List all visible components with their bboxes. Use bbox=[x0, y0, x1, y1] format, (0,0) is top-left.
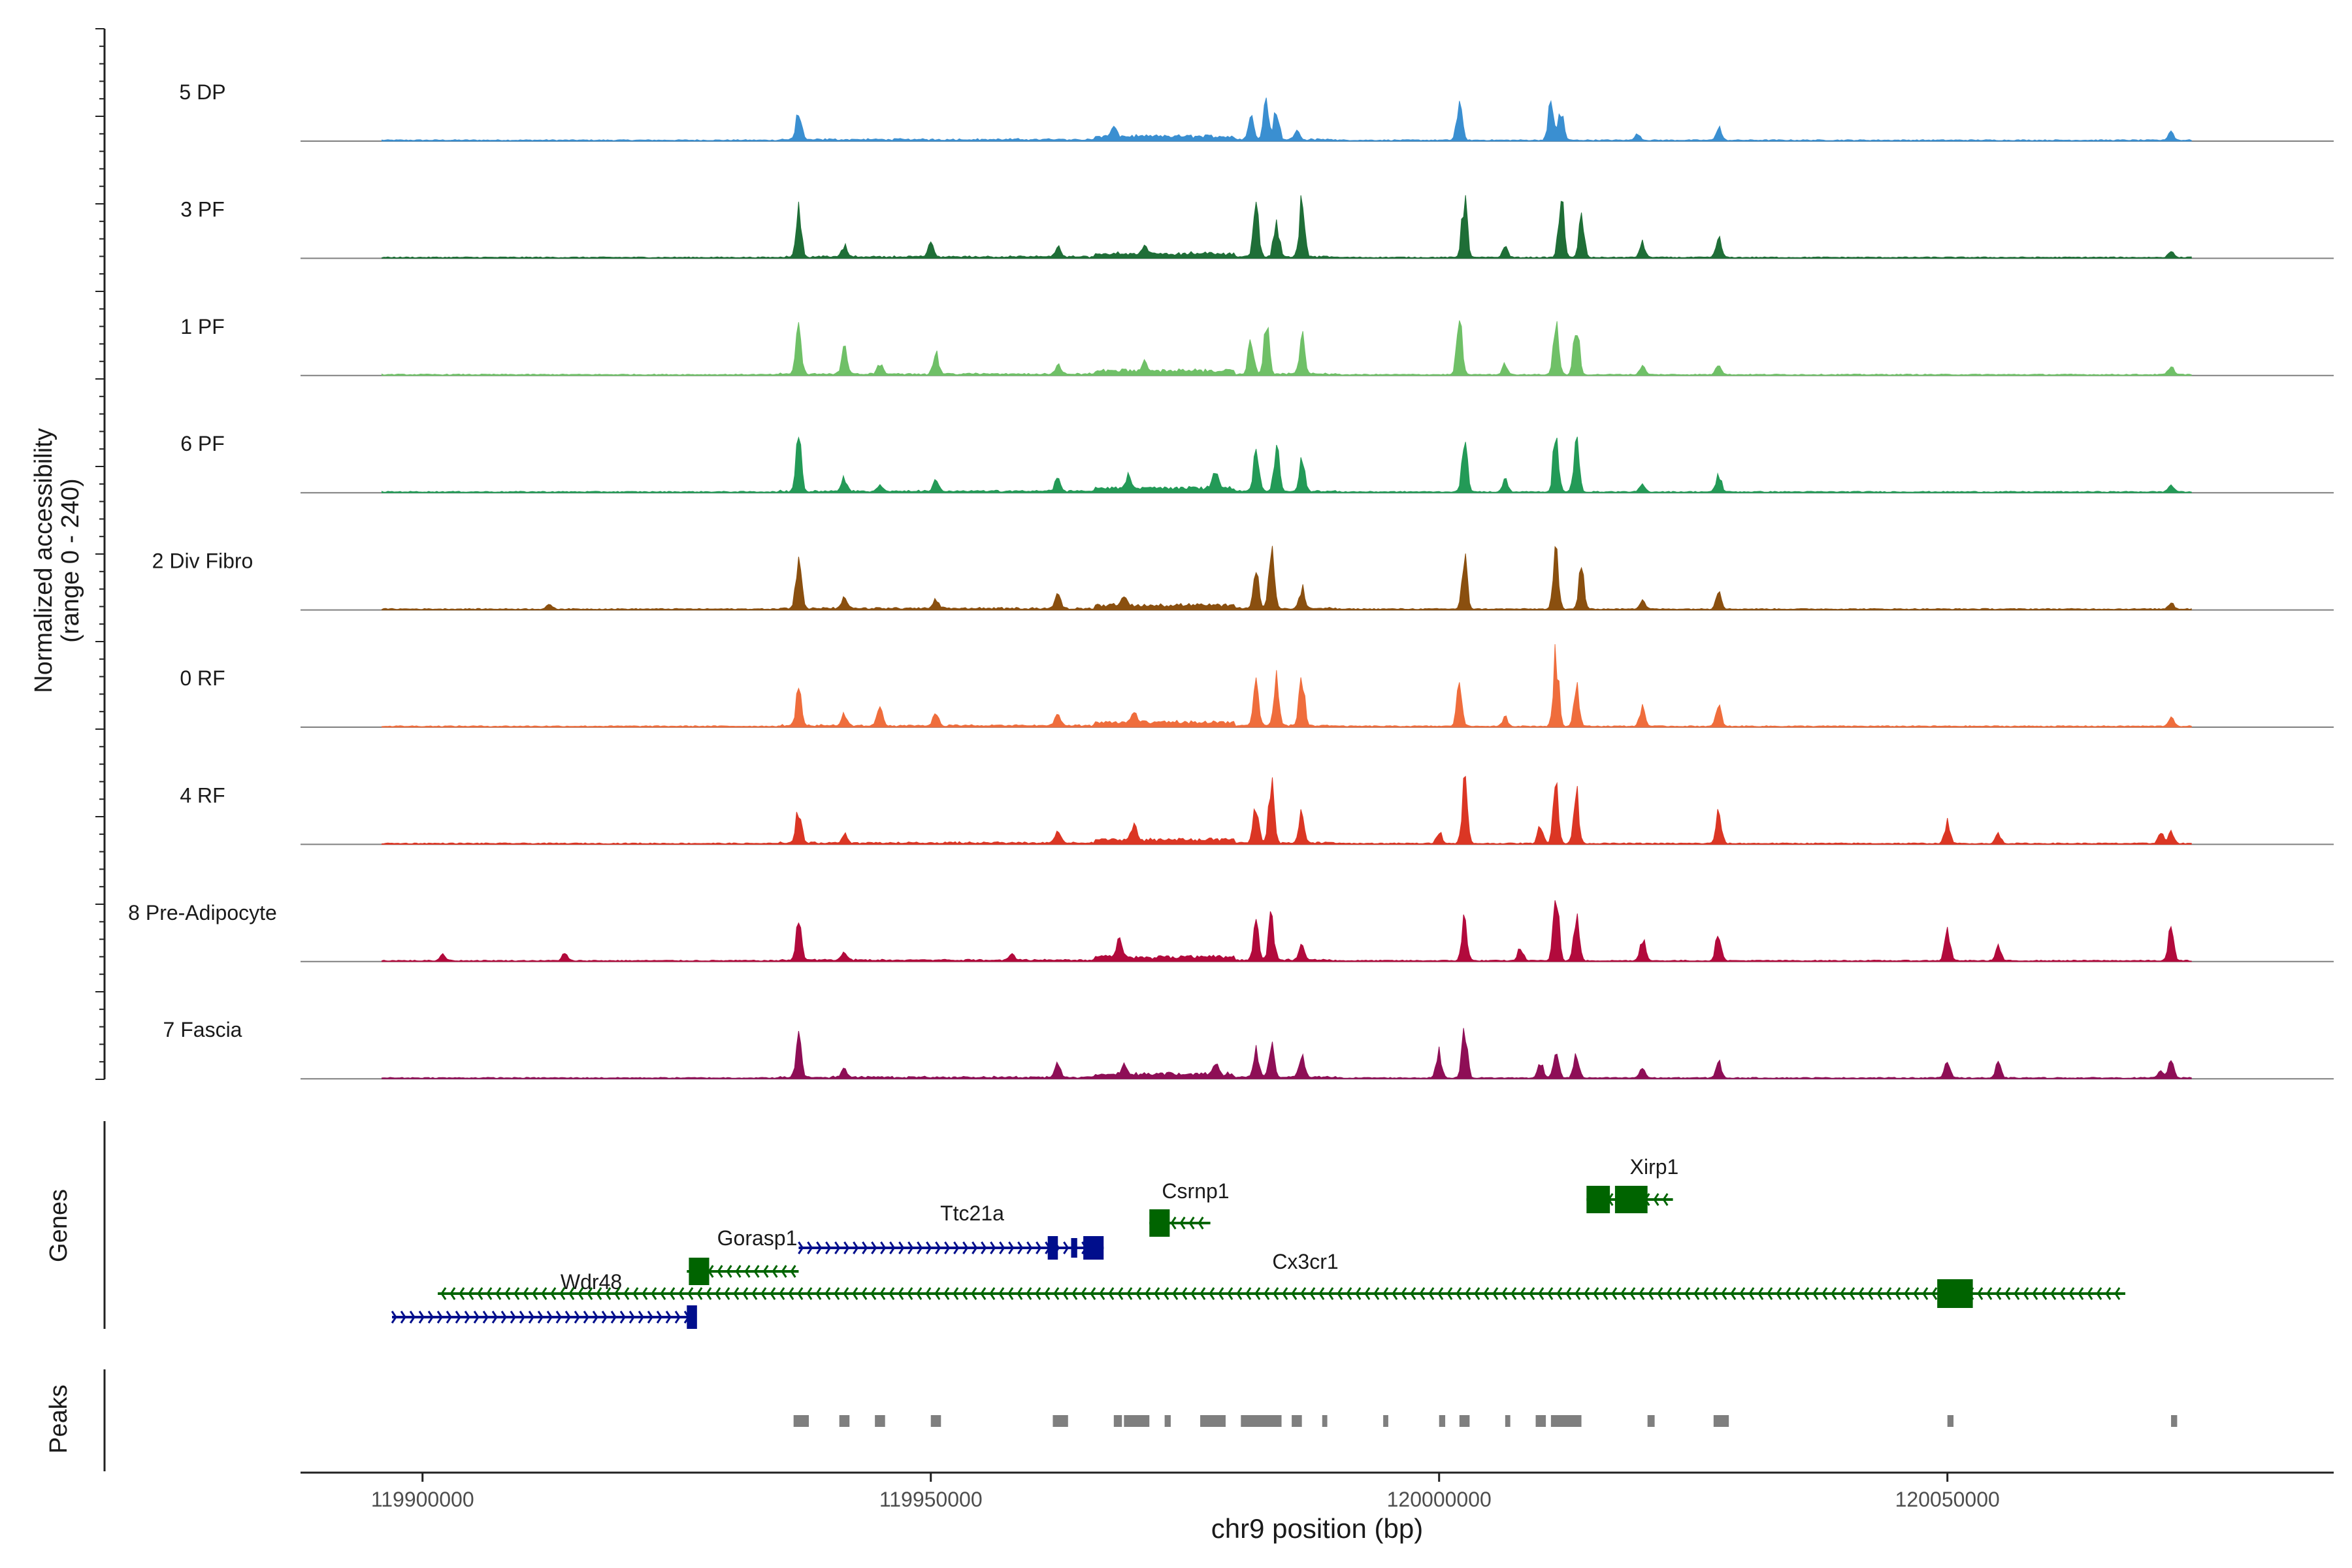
x-tick-label: 120050000 bbox=[1895, 1488, 2000, 1511]
coverage-area bbox=[382, 320, 2192, 376]
coverage-area bbox=[382, 195, 2192, 259]
peak-region bbox=[1292, 1415, 1302, 1427]
coverage-area bbox=[382, 97, 2192, 142]
track-label: 7 Fascia bbox=[163, 1018, 242, 1041]
y-axis-title: Normalized accessibility bbox=[30, 428, 57, 693]
track-label: 1 PF bbox=[180, 315, 225, 338]
coverage-track: 1 PF bbox=[180, 315, 2334, 376]
peaks-panel-label: Peaks bbox=[45, 1384, 73, 1454]
coverage-area bbox=[382, 436, 2192, 493]
gene-exon bbox=[1071, 1238, 1077, 1258]
gene-label: Xirp1 bbox=[1630, 1155, 1679, 1179]
gene-strand-chevrons bbox=[798, 1241, 1097, 1254]
gene-exon bbox=[1586, 1186, 1610, 1213]
gene-exon bbox=[1083, 1236, 1104, 1260]
x-tick-label: 119900000 bbox=[371, 1488, 474, 1511]
peak-region bbox=[2171, 1415, 2178, 1427]
track-label: 0 RF bbox=[180, 666, 225, 690]
gene-csrnp1: Csrnp1 bbox=[1149, 1179, 1230, 1237]
peak-region bbox=[1322, 1415, 1328, 1427]
gene-exon bbox=[1937, 1279, 1973, 1308]
gene-cx3cr1: Cx3cr1 bbox=[438, 1250, 2126, 1308]
peak-region bbox=[1113, 1415, 1122, 1427]
coverage-track: 7 Fascia bbox=[163, 1018, 2334, 1080]
track-label: 3 PF bbox=[180, 197, 225, 221]
peak-region bbox=[1164, 1415, 1171, 1427]
genes-panel-label: Genes bbox=[45, 1189, 73, 1262]
genes-panel: Genes Wdr48 Cx3cr1 Gorasp1 Ttc21a Csrnp1 Xirp… bbox=[45, 1155, 2126, 1329]
gene-label: Cx3cr1 bbox=[1272, 1250, 1338, 1273]
peak-region bbox=[1439, 1415, 1446, 1427]
x-tick-label: 120000000 bbox=[1387, 1488, 1492, 1511]
track-label: 8 Pre-Adipocyte bbox=[128, 901, 277, 924]
coverage-track: 4 RF bbox=[180, 776, 2334, 845]
peak-region bbox=[1947, 1415, 1954, 1427]
y-axis-range: (range 0 - 240) bbox=[57, 478, 84, 642]
track-label: 4 RF bbox=[180, 783, 225, 807]
coverage-area bbox=[382, 1028, 2192, 1079]
coverage-area bbox=[382, 900, 2192, 962]
peak-region bbox=[1505, 1415, 1511, 1427]
x-tick-label: 119950000 bbox=[879, 1488, 983, 1511]
peak-region bbox=[1200, 1415, 1226, 1427]
peak-region bbox=[1647, 1415, 1655, 1427]
coverage-track: 5 DP bbox=[179, 80, 2334, 142]
gene-xirp1: Xirp1 bbox=[1586, 1155, 1678, 1213]
x-axis: chr9 position (bp) 119900000 119950000 120… bbox=[301, 1471, 2334, 1544]
coverage-track: 2 Div Fibro bbox=[152, 546, 2334, 611]
gene-label: Csrnp1 bbox=[1162, 1179, 1229, 1203]
coverage-track: 0 RF bbox=[180, 644, 2334, 728]
track-label: 2 Div Fibro bbox=[152, 549, 253, 573]
coverage-track: 3 PF bbox=[180, 195, 2334, 259]
coverage-area bbox=[382, 776, 2192, 845]
gene-exon bbox=[1614, 1186, 1648, 1213]
gene-gorasp1: Gorasp1 bbox=[687, 1226, 799, 1285]
peak-region bbox=[930, 1415, 941, 1427]
gene-strand-chevrons bbox=[440, 1287, 2121, 1300]
peak-region bbox=[1713, 1415, 1729, 1427]
peak-region bbox=[1459, 1415, 1470, 1427]
track-label: 5 DP bbox=[179, 80, 225, 104]
x-axis-title: chr9 position (bp) bbox=[1211, 1513, 1424, 1544]
gene-strand-chevrons bbox=[391, 1311, 690, 1324]
gene-exon bbox=[689, 1258, 710, 1285]
peak-region bbox=[1053, 1415, 1068, 1427]
track-label: 6 PF bbox=[180, 432, 225, 455]
coverage-area bbox=[382, 644, 2192, 728]
peak-region bbox=[793, 1415, 809, 1427]
peak-region bbox=[1535, 1415, 1546, 1427]
peak-region bbox=[1124, 1415, 1150, 1427]
peak-region bbox=[1383, 1415, 1388, 1427]
gene-label: Ttc21a bbox=[940, 1201, 1004, 1225]
peaks-panel: Peaks bbox=[45, 1384, 2178, 1454]
peak-region bbox=[839, 1415, 850, 1427]
gene-ttc21a: Ttc21a bbox=[798, 1201, 1104, 1260]
peak-region bbox=[1550, 1415, 1582, 1427]
peak-region bbox=[1241, 1415, 1282, 1427]
gene-wdr48: Wdr48 bbox=[391, 1270, 697, 1329]
y-axis-label: Normalized accessibility (range 0 - 240) bbox=[30, 428, 84, 693]
coverage-track: 6 PF bbox=[180, 432, 2334, 494]
gene-exon bbox=[1047, 1236, 1058, 1260]
coverage-tracks: 5 DP 3 PF 1 PF 6 PF 2 Div Fibro 0 RF 4 RF 8 Pre… bbox=[128, 80, 2334, 1080]
left-axes bbox=[95, 28, 106, 1471]
gene-exon bbox=[1149, 1209, 1170, 1237]
gene-exon bbox=[687, 1305, 697, 1329]
coverage-area bbox=[382, 546, 2192, 611]
peak-region bbox=[875, 1415, 885, 1427]
coverage-track: 8 Pre-Adipocyte bbox=[128, 900, 2334, 962]
gene-label: Gorasp1 bbox=[717, 1226, 798, 1250]
